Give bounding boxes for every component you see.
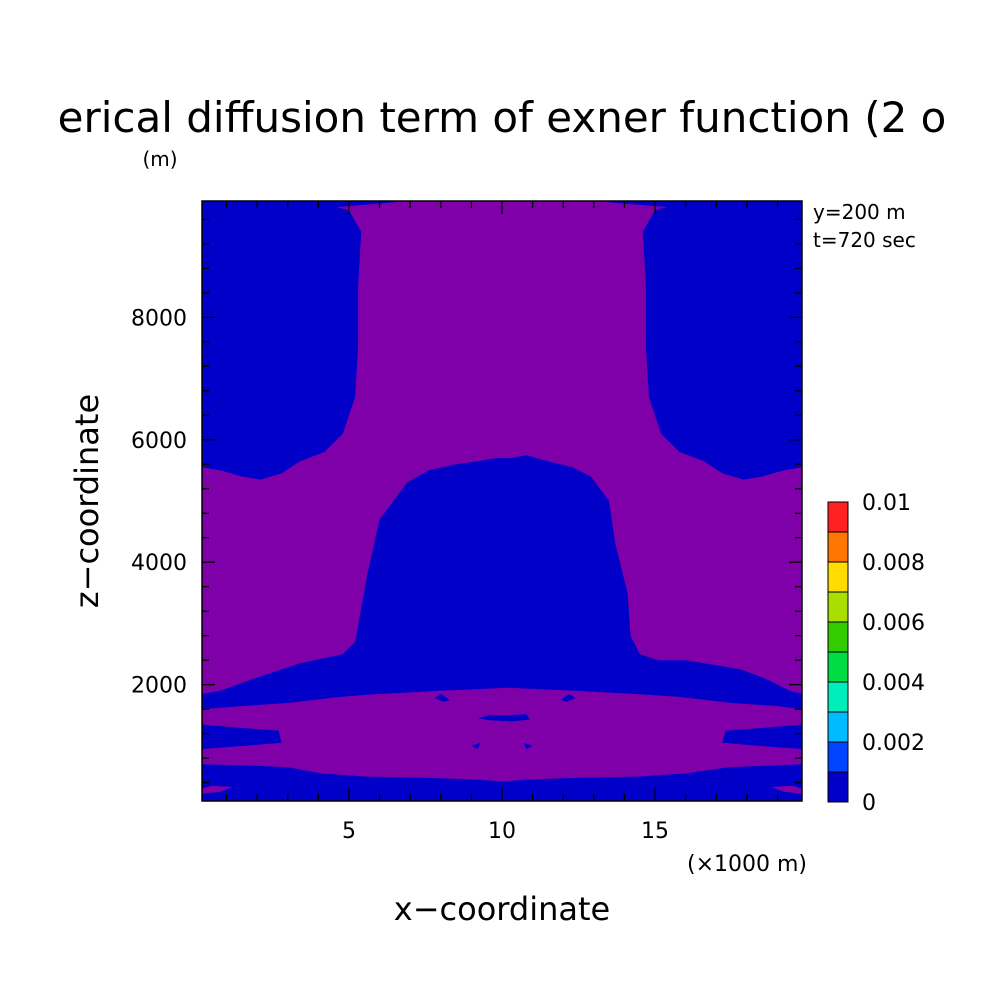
chart-title: erical diffusion term of exner function … — [58, 93, 947, 142]
contour-region — [202, 201, 802, 694]
unit-label: (m) — [142, 147, 177, 171]
y-tick-label: 6000 — [131, 429, 187, 454]
y-axis-label: z−coordinate — [68, 394, 106, 608]
contour-field — [202, 201, 802, 801]
y-tick-label: 8000 — [131, 306, 187, 331]
annotation-t: t=720 sec — [813, 228, 916, 252]
x-axis-label: x−coordinate — [394, 890, 610, 928]
contour-hole — [471, 646, 536, 656]
x-scale-note: (×1000 m) — [687, 852, 807, 877]
colorbar-swatch — [827, 771, 849, 803]
colorbar-swatch — [827, 711, 849, 743]
colorbar: 0 0.002 0.004 0.006 0.008 0.01 — [827, 491, 925, 816]
x-tick-label: 15 — [641, 819, 669, 844]
contour-region — [771, 785, 802, 794]
colorbar-label: 0.004 — [862, 671, 925, 696]
colorbar-swatch — [827, 621, 849, 653]
colorbar-swatch — [827, 741, 849, 773]
y-tick-label: 2000 — [131, 674, 187, 699]
x-tick-labels: 5 10 15 — [342, 819, 669, 844]
y-tick-labels: 2000 4000 6000 8000 — [131, 306, 187, 698]
colorbar-swatch — [827, 531, 849, 563]
contour-hole — [471, 742, 481, 749]
y-tick-label: 4000 — [131, 551, 187, 576]
contour-hole — [523, 742, 533, 749]
annotation-y: y=200 m — [813, 200, 906, 224]
colorbar-swatch — [827, 561, 849, 593]
axis-ticks — [202, 201, 802, 801]
colorbar-swatch — [827, 651, 849, 683]
colorbar-label: 0.008 — [862, 551, 925, 576]
contour-region — [202, 687, 802, 782]
colorbar-swatch — [827, 591, 849, 623]
colorbar-label: 0.006 — [862, 611, 925, 636]
x-tick-label: 10 — [488, 819, 516, 844]
contour-hole — [477, 714, 530, 722]
contour-hole — [560, 693, 576, 702]
contour-region — [202, 785, 233, 794]
colorbar-swatch — [827, 501, 849, 533]
colorbar-label: 0.002 — [862, 731, 925, 756]
contour-hole — [434, 693, 450, 702]
colorbar-label: 0.01 — [862, 491, 911, 516]
colorbar-swatch — [827, 681, 849, 713]
x-tick-label: 5 — [342, 819, 356, 844]
colorbar-label: 0 — [862, 791, 876, 816]
